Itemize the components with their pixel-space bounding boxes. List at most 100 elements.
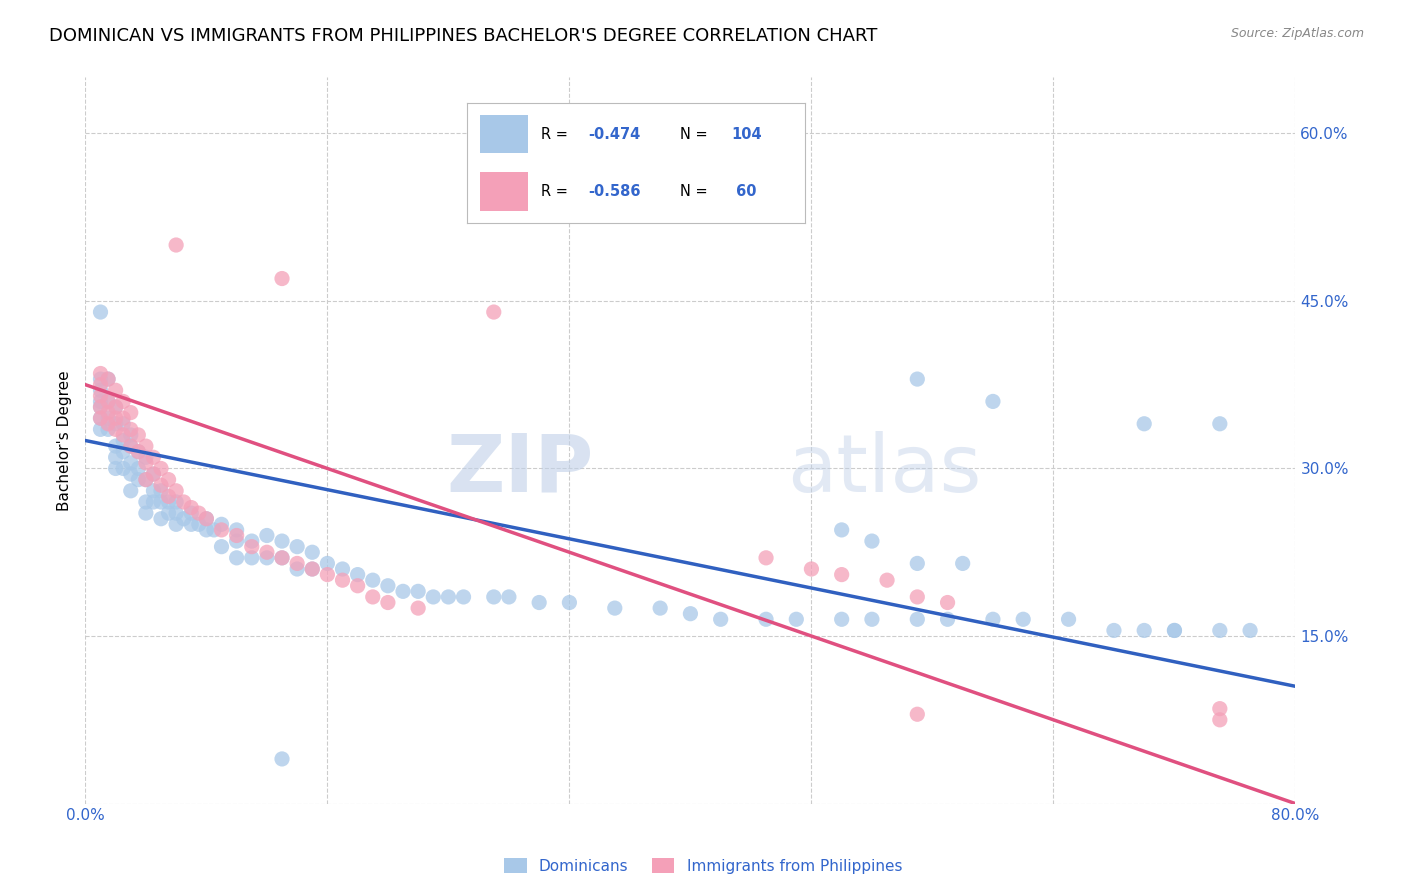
Point: [89, 377, 111, 392]
Point: [104, 422, 127, 436]
Point: [1163, 624, 1185, 638]
Point: [800, 562, 823, 576]
Point: [527, 595, 550, 609]
Point: [1239, 624, 1261, 638]
Point: [361, 573, 384, 587]
Point: [104, 400, 127, 414]
Point: [285, 540, 308, 554]
Point: [89, 411, 111, 425]
Point: [150, 461, 173, 475]
Point: [104, 417, 127, 431]
Point: [127, 444, 149, 458]
Point: [603, 601, 626, 615]
Point: [211, 517, 233, 532]
Point: [150, 478, 173, 492]
Point: [165, 495, 187, 509]
Point: [437, 590, 460, 604]
Point: [1133, 417, 1156, 431]
Point: [271, 534, 294, 549]
Point: [558, 595, 581, 609]
Point: [104, 384, 127, 398]
Point: [905, 707, 928, 722]
Point: [104, 439, 127, 453]
Point: [165, 506, 187, 520]
Point: [120, 439, 142, 453]
Point: [202, 523, 225, 537]
Point: [710, 612, 733, 626]
Point: [498, 590, 520, 604]
Point: [120, 422, 142, 436]
Point: [271, 752, 294, 766]
Point: [301, 545, 323, 559]
Point: [97, 422, 120, 436]
Point: [905, 372, 928, 386]
Point: [187, 506, 209, 520]
Point: [392, 584, 415, 599]
Text: atlas: atlas: [787, 431, 981, 508]
Point: [256, 528, 278, 542]
Point: [876, 573, 898, 587]
Point: [112, 444, 135, 458]
Point: [225, 534, 247, 549]
Point: [180, 506, 202, 520]
Point: [97, 372, 120, 386]
Point: [127, 428, 149, 442]
Point: [157, 506, 180, 520]
Point: [165, 238, 187, 252]
Point: [316, 557, 339, 571]
Point: [127, 461, 149, 475]
Point: [679, 607, 702, 621]
Point: [157, 473, 180, 487]
Point: [240, 534, 263, 549]
Point: [135, 439, 157, 453]
Point: [180, 500, 202, 515]
Point: [211, 540, 233, 554]
Point: [831, 612, 853, 626]
Point: [981, 612, 1004, 626]
Legend: Dominicans, Immigrants from Philippines: Dominicans, Immigrants from Philippines: [498, 852, 908, 880]
Point: [316, 567, 339, 582]
Point: [1163, 624, 1185, 638]
Point: [89, 400, 111, 414]
Point: [860, 534, 883, 549]
Point: [165, 517, 187, 532]
Point: [1209, 417, 1232, 431]
Point: [361, 590, 384, 604]
Point: [271, 550, 294, 565]
Point: [905, 612, 928, 626]
Point: [905, 557, 928, 571]
Point: [97, 372, 120, 386]
Point: [150, 483, 173, 498]
Point: [89, 411, 111, 425]
Point: [120, 456, 142, 470]
Point: [377, 579, 399, 593]
Point: [112, 417, 135, 431]
Point: [1133, 624, 1156, 638]
Point: [135, 473, 157, 487]
Point: [211, 523, 233, 537]
Point: [97, 411, 120, 425]
Point: [97, 394, 120, 409]
Point: [981, 394, 1004, 409]
Point: [860, 612, 883, 626]
Point: [225, 528, 247, 542]
Point: [225, 550, 247, 565]
Point: [422, 590, 444, 604]
Point: [225, 523, 247, 537]
Point: [905, 590, 928, 604]
Point: [104, 411, 127, 425]
Point: [650, 601, 672, 615]
Point: [142, 483, 165, 498]
Point: [332, 573, 354, 587]
Point: [271, 271, 294, 285]
Point: [301, 562, 323, 576]
Point: [271, 550, 294, 565]
Point: [104, 400, 127, 414]
Point: [112, 394, 135, 409]
Point: [89, 372, 111, 386]
Point: [150, 512, 173, 526]
Point: [377, 595, 399, 609]
Point: [1057, 612, 1080, 626]
Point: [120, 406, 142, 420]
Text: DOMINICAN VS IMMIGRANTS FROM PHILIPPINES BACHELOR'S DEGREE CORRELATION CHART: DOMINICAN VS IMMIGRANTS FROM PHILIPPINES…: [49, 27, 877, 45]
